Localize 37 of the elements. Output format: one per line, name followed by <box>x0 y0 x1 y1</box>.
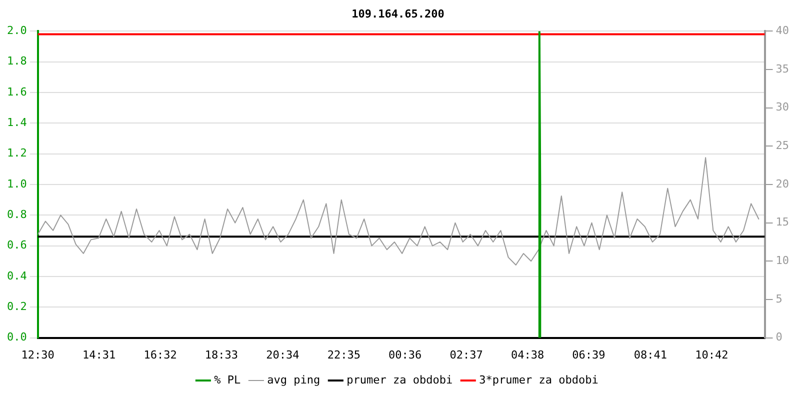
legend-label: avg ping <box>267 373 320 386</box>
legend-label: % PL <box>214 373 242 386</box>
legend-label: 3*prumer za obdobi <box>479 373 598 386</box>
y-tick-label: 0.2 <box>6 300 27 313</box>
x-tick-label: 04:38 <box>510 348 544 362</box>
x-tick-label: 22:35 <box>327 348 360 362</box>
x-tick-label: 14:31 <box>82 348 116 362</box>
x-tick-label: 06:39 <box>572 348 606 362</box>
y-tick-label: 1.2 <box>6 146 27 160</box>
x-tick-label: 10:42 <box>695 348 728 362</box>
y-tick-label: 0.8 <box>6 208 27 222</box>
y2-tick-label: 10 <box>776 254 790 268</box>
x-tick-label: 12:30 <box>21 348 54 362</box>
y2-tick-label: 15 <box>776 216 790 229</box>
y-tick-label: 1.8 <box>6 54 27 68</box>
y-tick-label: 1.0 <box>6 177 27 190</box>
y-tick-label: 0.4 <box>6 269 28 282</box>
x-tick-label: 20:34 <box>266 348 300 362</box>
x-tick-label: 08:41 <box>634 348 667 362</box>
y2-tick-label: 0 <box>776 330 782 344</box>
y2-tick-label: 25 <box>776 139 790 152</box>
legend-label: prumer za obdobi <box>346 373 453 386</box>
y2-tick-label: 20 <box>776 177 790 190</box>
y-tick-label: 0.0 <box>6 330 27 344</box>
y-tick-label: 1.4 <box>6 116 28 130</box>
y-tick-label: 0.6 <box>6 238 27 252</box>
y-tick-label: 2.0 <box>6 24 27 38</box>
chart-title: 109.164.65.200 <box>352 7 444 20</box>
y2-tick-label: 5 <box>776 292 782 306</box>
x-tick-label: 18:33 <box>204 348 238 362</box>
x-tick-label: 16:32 <box>144 348 177 362</box>
y2-tick-label: 35 <box>776 62 790 76</box>
y2-tick-label: 30 <box>776 100 790 114</box>
y2-tick-label: 40 <box>776 24 790 38</box>
x-tick-label: 00:36 <box>388 348 422 362</box>
y-tick-label: 1.6 <box>6 85 27 98</box>
x-tick-label: 02:37 <box>450 348 483 362</box>
